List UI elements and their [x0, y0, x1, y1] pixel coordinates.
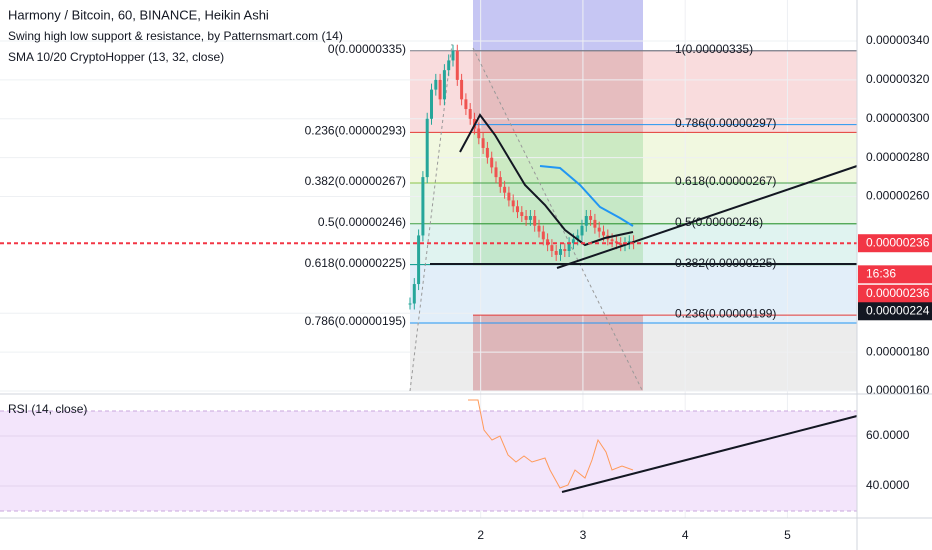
candle	[580, 225, 584, 236]
price-badge	[858, 302, 932, 321]
sma-line	[459, 113, 634, 247]
candle	[559, 249, 562, 255]
fib-label: 0.786(0.00000195)	[305, 314, 406, 328]
fib-label: 0.236(0.00000293)	[305, 124, 406, 138]
candle	[511, 200, 515, 207]
candle	[434, 79, 438, 90]
fib-label: 0.5(0.00000246)	[318, 215, 406, 229]
x-tick-label: 2	[477, 528, 484, 542]
candle	[524, 216, 528, 220]
price-badge	[858, 265, 932, 284]
y-tick-label: 0.00000260	[866, 189, 930, 203]
candle	[507, 192, 511, 201]
x-tick-label: 3	[580, 528, 587, 542]
candle	[490, 157, 494, 168]
chart-title: Harmony / Bitcoin, 60, BINANCE, Heikin A…	[8, 7, 269, 22]
time-zone	[473, 0, 643, 51]
fib-label: 0.236(0.00000199)	[675, 306, 776, 320]
candle	[627, 241, 631, 244]
candle	[571, 239, 575, 244]
y-tick-label: 0.00000180	[866, 344, 930, 358]
candle	[430, 89, 433, 119]
rsi-band	[0, 411, 857, 511]
candle	[516, 206, 519, 213]
candle	[455, 50, 459, 80]
fib-label: 0.618(0.00000267)	[675, 174, 776, 188]
candle	[417, 235, 421, 285]
time-zone	[473, 315, 643, 391]
candle	[498, 177, 502, 187]
candle	[541, 231, 545, 240]
candle	[485, 147, 489, 158]
y-tick-label: 60.0000	[866, 428, 910, 442]
fib-zone	[410, 264, 857, 323]
candle	[451, 50, 455, 61]
price-badge-label: 16:36	[866, 267, 896, 281]
fib-label: 0.5(0.00000246)	[675, 215, 763, 229]
fib-trend	[472, 47, 644, 393]
price-badge-label: 0.00000236	[866, 286, 930, 300]
x-tick-label: 4	[682, 528, 689, 542]
candle	[528, 216, 532, 220]
candle	[438, 79, 442, 100]
indicator-label: SMA 10/20 CryptoHopper (13, 32, close)	[8, 50, 224, 64]
rsi-trend-line	[561, 415, 858, 493]
x-tick-label: 5	[784, 528, 791, 542]
y-tick-label: 0.00000160	[866, 383, 930, 397]
trend-line	[556, 165, 858, 269]
candle	[520, 212, 524, 216]
candle	[447, 60, 451, 71]
indicator-label: Swing high low support & resistance, by …	[8, 29, 343, 43]
candle	[563, 249, 567, 251]
time-zone	[473, 132, 643, 265]
candle	[593, 219, 597, 228]
candle	[597, 227, 601, 232]
y-tick-label: 0.00000340	[866, 33, 930, 47]
candle	[481, 138, 485, 148]
candle	[425, 118, 429, 178]
price-badge	[858, 234, 932, 253]
fib-label: 0.618(0.00000225)	[305, 256, 406, 270]
candle	[602, 231, 605, 236]
candle	[477, 128, 481, 139]
candle	[554, 251, 558, 255]
candle	[610, 239, 614, 242]
fib-zone	[410, 182, 857, 224]
fib-label: 0.382(0.00000267)	[305, 174, 406, 188]
candle	[494, 167, 498, 178]
candle	[408, 303, 412, 305]
sma-line	[539, 165, 634, 227]
candle	[412, 284, 416, 304]
rsi-title: RSI (14, close)	[8, 402, 87, 416]
candle	[537, 225, 541, 232]
candle	[442, 70, 446, 100]
price-badge	[858, 284, 932, 303]
time-zone	[473, 50, 643, 133]
candle	[503, 186, 507, 193]
fib-label: 0(0.00000335)	[328, 42, 406, 56]
candle	[421, 177, 425, 236]
candle	[619, 243, 623, 246]
fib-label: 0.382(0.00000225)	[675, 256, 776, 270]
price-badge-label: 0.00000224	[866, 303, 930, 317]
rsi-line	[468, 399, 634, 489]
fib-label: 1(0.00000335)	[675, 42, 753, 56]
price-badge-label: 0.00000236	[866, 235, 930, 249]
y-tick-label: 0.00000320	[866, 72, 930, 86]
candle	[460, 79, 464, 100]
candle	[584, 216, 588, 226]
candle	[550, 245, 554, 251]
candle	[576, 235, 580, 240]
candle	[567, 243, 571, 251]
candle	[468, 109, 472, 119]
fib-label: 0.786(0.00000297)	[675, 116, 776, 130]
candle	[589, 216, 593, 220]
y-tick-label: 0.00000300	[866, 111, 930, 125]
candle	[533, 216, 537, 226]
candle	[464, 99, 468, 110]
y-tick-label: 40.0000	[866, 478, 910, 492]
fib-trend	[409, 43, 453, 392]
y-tick-label: 0.00000280	[866, 150, 930, 164]
